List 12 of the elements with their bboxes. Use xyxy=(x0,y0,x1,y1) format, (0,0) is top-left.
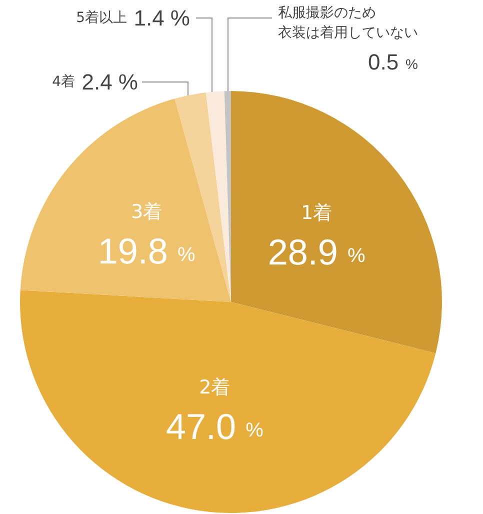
data-label: 47.0 % xyxy=(166,406,264,447)
slice-label: 5着以上 xyxy=(76,10,128,26)
data-label: 28.9 % xyxy=(268,232,366,273)
slice-label: 4着 xyxy=(52,74,76,90)
slice-label: 3着 xyxy=(130,200,162,223)
data-label: 0.5 % xyxy=(368,50,418,74)
data-label: 1.4 % xyxy=(134,6,190,30)
data-label: 2.4 % xyxy=(82,70,138,94)
slice-label: 2着 xyxy=(199,376,230,398)
slice-label: 1着 xyxy=(300,202,332,224)
slice-label: 私服撮影のため衣装は着用していない xyxy=(278,5,418,41)
data-label: 19.8 % xyxy=(98,230,196,272)
